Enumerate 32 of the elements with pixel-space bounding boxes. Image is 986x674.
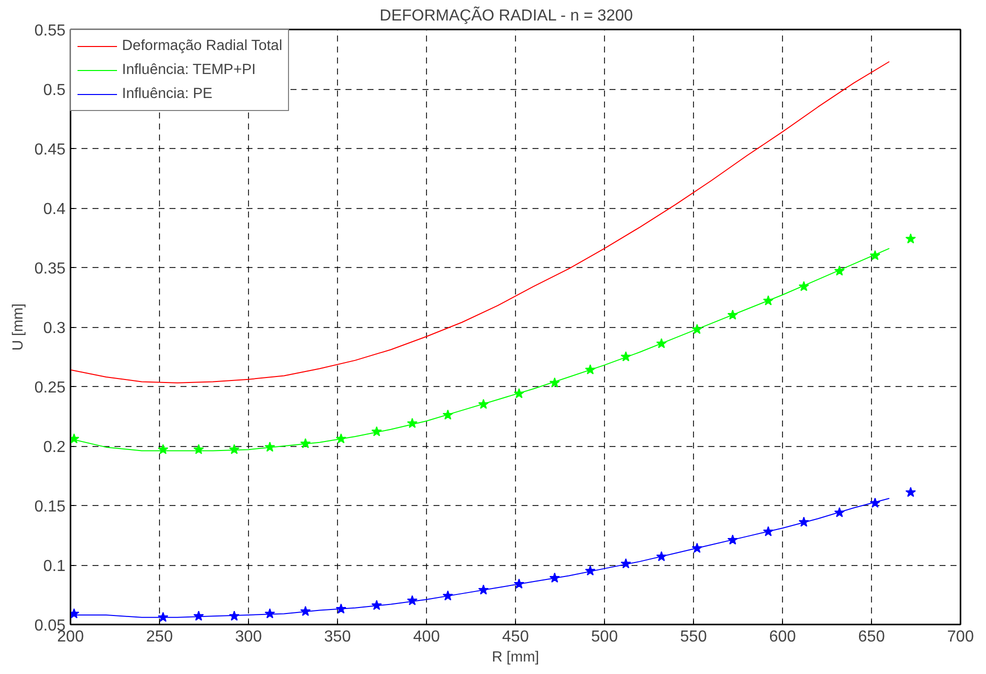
x-tick-label: 350 [324, 628, 351, 646]
point [264, 608, 276, 618]
x-tick-label: 550 [680, 628, 707, 646]
x-tick-label: 300 [235, 628, 262, 646]
x-axis-title: R [mm] [492, 650, 540, 666]
line-series [70, 248, 890, 452]
line-series [70, 498, 890, 618]
y-tick-label: 0.25 [34, 380, 66, 396]
y-axis-title: U [mm] [10, 303, 26, 351]
line-series [70, 61, 890, 384]
x-tick-label: 600 [769, 628, 796, 646]
point [905, 486, 916, 497]
chart-title: DEFORMAÇÃO RADIAL - n = 3200 [380, 6, 634, 24]
x-tick-label: 450 [502, 628, 529, 646]
y-tick-label: 0.2 [43, 439, 66, 456]
x-tick-label: 700 [947, 628, 974, 646]
y-tick-label: 0.4 [43, 201, 66, 218]
legend-label: Influência: TEMP+PI [122, 62, 256, 78]
y-tick-label: 0.15 [34, 498, 66, 516]
legend-label: Deformação Radial Total [122, 38, 282, 54]
x-tick-label: 500 [591, 628, 618, 646]
y-tick-label: 0.35 [34, 260, 66, 278]
x-tick-label: 400 [413, 628, 440, 646]
y-tick-label: 0.55 [34, 22, 66, 40]
x-tick-label: 650 [858, 628, 885, 646]
y-tick-label: 0.3 [43, 320, 66, 337]
x-tick-label: 250 [146, 628, 173, 646]
y-tick-label: 0.1 [43, 558, 66, 575]
point [905, 233, 916, 244]
y-tick-label: 0.45 [34, 142, 66, 158]
legend-label: Influência: PE [122, 86, 212, 102]
y-tick-label: 0.5 [43, 82, 66, 99]
